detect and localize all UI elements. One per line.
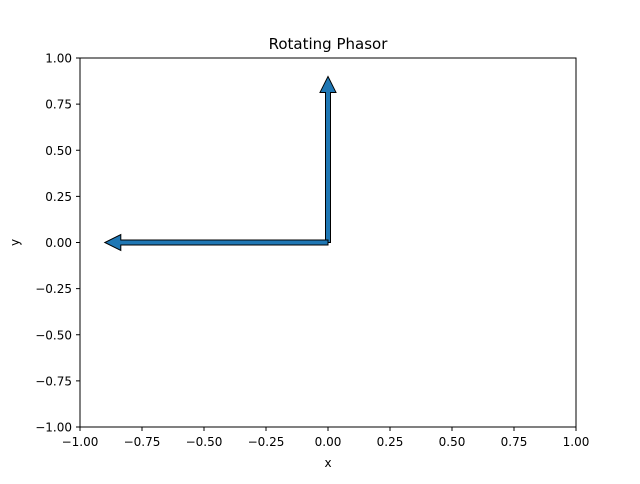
chart-title: Rotating Phasor [269, 35, 389, 53]
y-tick-label: −1.00 [35, 421, 72, 435]
y-axis-label: y [8, 239, 22, 246]
arrows-layer [103, 75, 337, 252]
x-tick-label: 0.00 [315, 435, 342, 449]
x-tick-label: 0.50 [439, 435, 466, 449]
y-tick-label: 0.50 [45, 144, 72, 158]
y-tick-label: 1.00 [45, 52, 72, 66]
x-tick-label: −0.25 [248, 435, 285, 449]
x-tick-label: −0.50 [186, 435, 223, 449]
x-tick-label: 0.25 [377, 435, 404, 449]
y-tick-label: 0.75 [45, 98, 72, 112]
phasor-arrow-1 [319, 75, 337, 243]
y-tick-label: −0.50 [35, 328, 72, 342]
y-axis-ticks: −1.00 −0.75 −0.50 −0.25 0.00 0.25 0.50 0.75 1.00 [35, 52, 80, 435]
x-axis-ticks: −1.00 −0.75 −0.50 −0.25 0.00 0.25 0.50 0.75 1.00 [62, 427, 590, 449]
phasor-arrow-2 [103, 233, 329, 252]
x-tick-label: 1.00 [563, 435, 590, 449]
y-tick-label: −0.25 [35, 282, 72, 296]
y-tick-label: −0.75 [35, 374, 72, 388]
x-tick-label: 0.75 [501, 435, 528, 449]
x-axis-label: x [324, 456, 331, 470]
x-tick-label: −0.75 [124, 435, 161, 449]
y-tick-label: 0.00 [45, 236, 72, 250]
y-tick-label: 0.25 [45, 190, 72, 204]
x-tick-label: −1.00 [62, 435, 99, 449]
